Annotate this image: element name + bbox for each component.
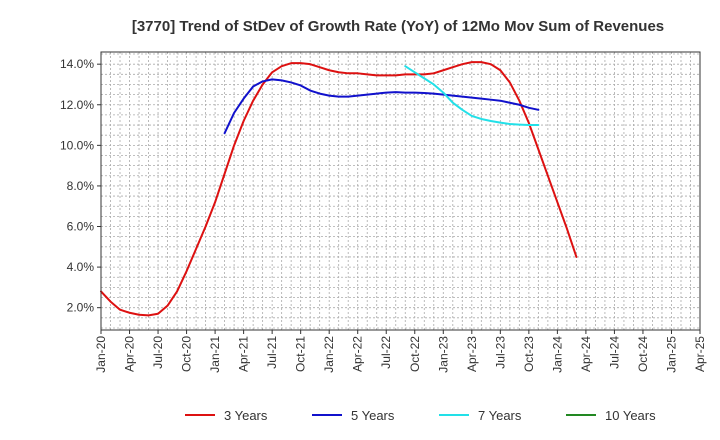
x-tick-label: Oct-21 bbox=[294, 336, 308, 372]
x-tick-label: Jul-23 bbox=[493, 336, 507, 369]
legend-label-10-years: 10 Years bbox=[605, 408, 656, 423]
x-tick-label: Apr-22 bbox=[351, 336, 365, 372]
y-tick-label: 10.0% bbox=[60, 138, 94, 152]
x-tick-label: Jul-21 bbox=[265, 336, 279, 369]
x-tick-label: Jan-22 bbox=[322, 336, 336, 373]
series-line-7-years bbox=[404, 65, 540, 127]
y-tick-label: 12.0% bbox=[60, 98, 94, 112]
series-lines bbox=[100, 61, 578, 317]
legend-label-7-years: 7 Years bbox=[478, 408, 522, 423]
y-tick-label: 14.0% bbox=[60, 57, 94, 71]
legend-label-5-years: 5 Years bbox=[351, 408, 395, 423]
series-line-5-years bbox=[223, 78, 540, 135]
y-tick-label: 8.0% bbox=[67, 179, 95, 193]
x-tick-label: Oct-22 bbox=[408, 336, 422, 372]
x-tick-label: Oct-23 bbox=[522, 336, 536, 372]
legend-label-3-years: 3 Years bbox=[224, 408, 268, 423]
x-tick-label: Oct-24 bbox=[636, 336, 650, 372]
x-tick-label: Jul-24 bbox=[607, 336, 621, 369]
chart-title: [3770] Trend of StDev of Growth Rate (Yo… bbox=[132, 18, 664, 35]
y-tick-label: 4.0% bbox=[67, 260, 95, 274]
x-tick-label: Apr-24 bbox=[579, 336, 593, 372]
x-tick-label: Apr-20 bbox=[123, 336, 137, 372]
x-tick-label: Apr-25 bbox=[693, 336, 707, 372]
x-tick-label: Jan-25 bbox=[664, 336, 678, 373]
x-tick-label: Jul-22 bbox=[379, 336, 393, 369]
grid bbox=[100, 52, 701, 330]
axes: 2.0% 4.0% 6.0% 8.0% 10.0% 12.0% 14.0% Jan-20 Apr… bbox=[60, 51, 707, 373]
x-tick-label: Jan-20 bbox=[94, 336, 108, 373]
x-tick-label: Oct-20 bbox=[180, 336, 194, 372]
x-tick-label: Apr-21 bbox=[237, 336, 251, 372]
x-tick-label: Jan-21 bbox=[208, 336, 222, 373]
y-tick-label: 6.0% bbox=[67, 220, 95, 234]
y-tick-label: 2.0% bbox=[67, 301, 95, 315]
legend: 3 Years 5 Years 7 Years 10 Years bbox=[185, 408, 656, 423]
plot-area-border bbox=[100, 51, 701, 331]
x-tick-label: Jul-20 bbox=[151, 336, 165, 369]
x-tick-label: Apr-23 bbox=[465, 336, 479, 372]
series-line-3-years bbox=[100, 61, 578, 317]
x-tick-label: Jan-24 bbox=[550, 336, 564, 373]
x-tick-label: Jan-23 bbox=[436, 336, 450, 373]
